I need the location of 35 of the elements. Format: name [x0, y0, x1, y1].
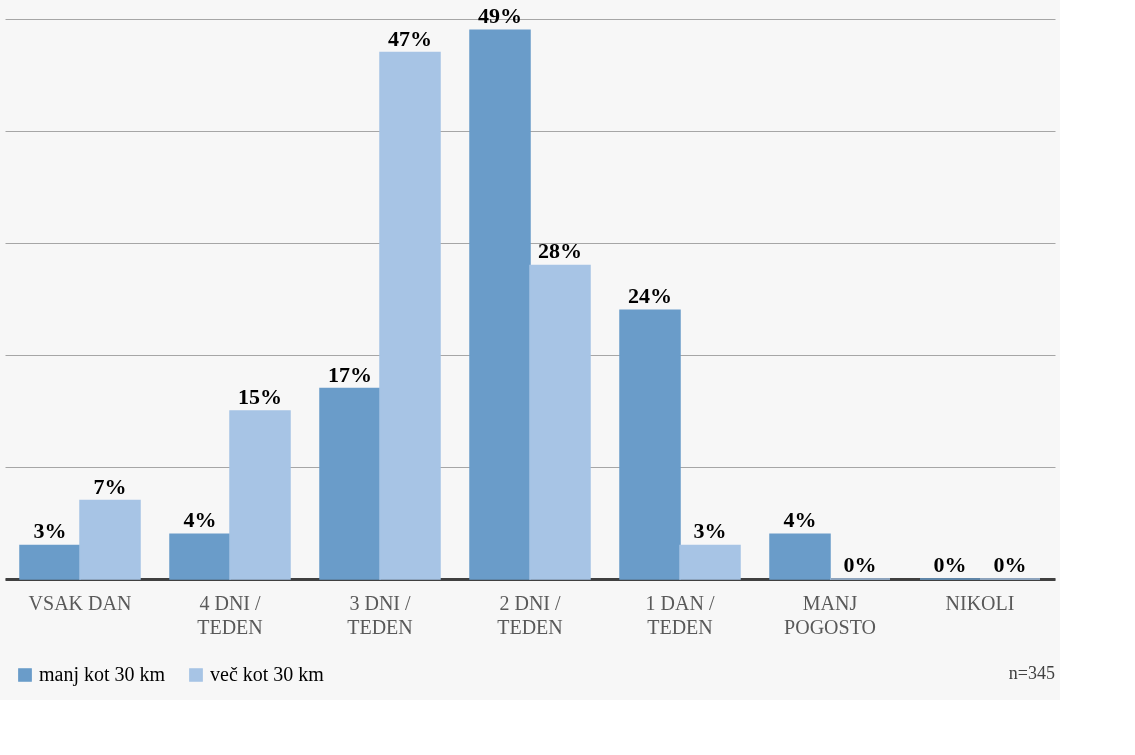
- data-label: 3%: [693, 518, 727, 544]
- x-tick-label: 4 DNI / TEDEN: [197, 591, 263, 638]
- bar: [769, 533, 831, 580]
- bar: [169, 533, 231, 580]
- data-label: 0%: [843, 552, 877, 577]
- data-label: 0%: [933, 552, 967, 577]
- bar: [19, 544, 81, 580]
- data-label: 3%: [33, 518, 67, 544]
- x-tick-label: MANJ POGOSTO: [784, 591, 876, 638]
- data-label: 7%: [93, 473, 127, 499]
- data-label: 28%: [538, 238, 582, 264]
- bar: [379, 51, 441, 580]
- bar: [319, 387, 381, 580]
- data-label: 24%: [628, 283, 672, 309]
- data-label: 0%: [993, 552, 1027, 577]
- data-label: 47%: [388, 25, 432, 51]
- bar: [79, 499, 141, 580]
- bar: [529, 264, 591, 580]
- bar: [679, 544, 741, 580]
- data-label: 17%: [328, 361, 372, 387]
- legend-label: več kot 30 km: [210, 663, 325, 685]
- bar: [229, 410, 291, 580]
- text: n=345: [1008, 663, 1055, 683]
- legend-label: manj kot 30 km: [39, 663, 166, 686]
- data-label: 4%: [183, 507, 217, 533]
- x-tick-label: NIKOLI: [945, 591, 1015, 614]
- data-label: 4%: [783, 507, 817, 533]
- x-tick-label: 3 DNI / TEDEN: [347, 591, 413, 638]
- x-tick-label: 1 DAN / TEDEN: [645, 591, 715, 638]
- x-tick-label: 2 DNI / TEDEN: [497, 591, 563, 638]
- data-label: 49%: [478, 3, 522, 29]
- data-label: 15%: [238, 384, 282, 409]
- bar: [619, 309, 681, 580]
- bar: [469, 29, 531, 580]
- x-tick-label: VSAK DAN: [28, 591, 132, 614]
